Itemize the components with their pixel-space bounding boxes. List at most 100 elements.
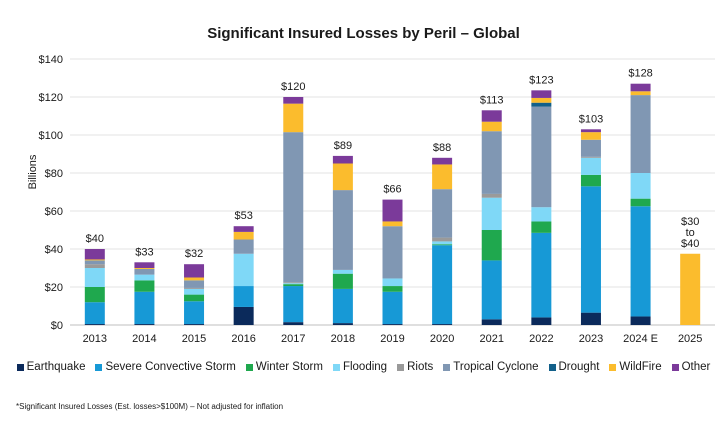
bar-segment-riots [580,156,601,158]
bar-segment-wildfire [184,277,205,281]
legend-swatch [609,363,617,371]
bar-segment-severe-convective-storm [580,186,601,313]
bar-segment-other [481,110,502,122]
bar-segment-flooding [233,253,254,287]
bar-segment-severe-convective-storm [382,291,403,325]
y-tick-label: $100 [39,130,63,142]
total-label: $113 [480,94,504,106]
legend-label: Severe Convective Storm [105,361,236,373]
bar-segment-other [283,97,304,104]
bar-segment-wildfire [134,268,155,269]
legend-swatch [397,363,405,371]
bar-segment-wildfire [382,221,403,227]
x-tick-label: 2019 [380,333,404,345]
bar-segment-winter-storm [332,273,353,289]
bar-segment-wildfire [432,164,453,190]
bar-segment-earthquake [630,316,651,325]
bar-segment-flooding [630,173,651,199]
bar-segment-tropical-cyclone [432,189,453,238]
y-tick-label: $80 [45,168,63,180]
bar-segment-earthquake [580,312,601,325]
bar-segment-other [580,129,601,133]
bar-segment-severe-convective-storm [531,232,552,318]
total-label: $33 [135,246,153,258]
bar-segment-severe-convective-storm [432,245,453,325]
legend-item: Riots [397,361,433,373]
bar-segment-other [184,264,205,278]
x-tick-label: 2017 [281,333,305,345]
bar-segment-earthquake [134,324,155,325]
bar-segment-tropical-cyclone [580,139,601,157]
legend-item: Other [671,361,710,373]
bar-segment-wildfire [680,253,701,325]
bar-segment-tropical-cyclone [184,280,205,288]
x-tick-label: 2015 [182,333,206,345]
chart-title: Significant Insured Losses by Peril – Gl… [207,25,520,42]
bar-segment-riots [84,264,105,268]
y-tick-label: $60 [45,206,63,218]
legend: Earthquake Severe Convective Storm Winter … [0,361,727,373]
bar-segment-other [630,83,651,92]
bar-segment-tropical-cyclone [233,239,254,254]
bar-segment-riots [432,237,453,242]
total-label: $120 [281,81,305,93]
bar-segment-winter-storm [382,286,403,292]
bar-segment-wildfire [84,259,105,261]
legend-item: Winter Storm [245,361,323,373]
bar-segment-flooding [134,274,155,281]
bar-segment-flooding [382,278,403,287]
bar-segment-severe-convective-storm [332,288,353,324]
bar-segment-earthquake [531,317,552,325]
bar-segment-flooding [481,197,502,230]
bar-segment-flooding [580,157,601,175]
legend-item: Severe Convective Storm [95,361,236,373]
bar-segment-flooding [531,207,552,222]
bar-segment-flooding [184,288,205,295]
x-tick-label: 2013 [83,333,107,345]
bar-segment-tropical-cyclone [531,106,552,208]
bar-segment-tropical-cyclone [134,268,155,275]
bar-segment-winter-storm [432,244,453,246]
legend-item: Earthquake [16,361,85,373]
legend-item: WildFire [609,361,662,373]
bar-segment-other [134,262,155,268]
y-tick-label: $140 [39,54,63,66]
bar-segment-riots [481,193,502,198]
bar-segment-severe-convective-storm [233,286,254,307]
legend-label: Riots [407,361,434,373]
y-axis-ticks: $0 $20 $40 $60 $80 $100 $120 $140 [39,54,63,332]
legend-swatch [671,363,679,371]
total-label: $30 to $40 [681,216,699,250]
bar-segment-earthquake [283,322,304,325]
bar-segment-earthquake [184,324,205,325]
legend-swatch [16,363,24,371]
bar-segment-other [432,157,453,165]
legend-label: Flooding [342,361,388,373]
bar-segment-wildfire [531,97,552,103]
bar-segment-wildfire [630,91,651,96]
bar-segment-winter-storm [481,230,502,261]
bar-segment-drought [531,102,552,107]
legend-label: Winter Storm [255,361,323,373]
bar-segment-severe-convective-storm [84,302,105,325]
bar-segment-wildfire [580,132,601,140]
legend-swatch [443,363,451,371]
bar-segment-tropical-cyclone [481,131,502,194]
legend-swatch [95,363,103,371]
legend-item: Drought [548,361,599,373]
bar-segment-severe-convective-storm [184,301,205,325]
bar-segment-winter-storm [531,221,552,233]
x-tick-label: 2023 [579,333,603,345]
total-label: $103 [579,113,603,125]
bars [84,83,701,325]
bar-segment-riots [184,287,205,289]
y-tick-label: $40 [45,244,63,256]
bar-segment-winter-storm [184,294,205,302]
bar-segment-winter-storm [630,198,651,207]
bar-segment-severe-convective-storm [283,286,304,323]
y-tick-label: $20 [45,282,63,294]
x-tick-label: 2021 [479,333,503,345]
bar-segment-earthquake [84,324,105,325]
bar-segment-tropical-cyclone [283,132,304,283]
bar-segment-tropical-cyclone [84,260,105,265]
